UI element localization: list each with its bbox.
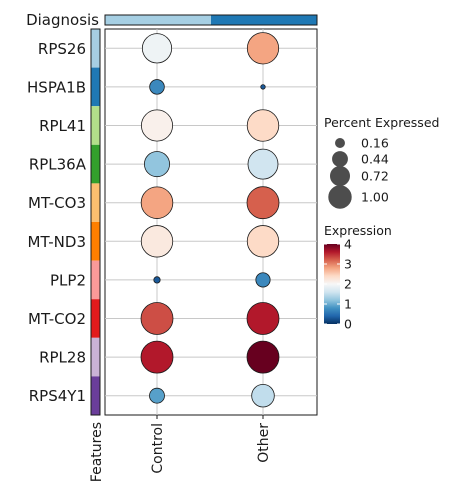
dot-hspa1b-control	[149, 79, 165, 95]
x-axis: Control Other	[150, 415, 272, 474]
size-legend-label: 0.44	[361, 152, 389, 167]
dot-rpl36a-other	[247, 148, 279, 180]
feature-label-hspa1b: HSPA1B	[27, 78, 86, 96]
feature-cell-rpl36a	[91, 144, 100, 184]
size-legend-label: 0.72	[361, 169, 389, 184]
grid-lines	[105, 29, 317, 415]
feature-cell-hspa1b	[91, 67, 100, 107]
feature-label-mt-co2: MT-CO2	[28, 310, 86, 328]
size-legend-label: 1.00	[361, 190, 389, 205]
feature-label-plp2: PLP2	[50, 271, 86, 289]
dot-rps26-control	[141, 33, 173, 64]
dot-rpl41-control	[141, 109, 173, 142]
feature-label-rpl28: RPL28	[39, 349, 86, 367]
diagnosis-annotation-bar	[104, 14, 318, 26]
diagnosis-label: Diagnosis	[26, 11, 99, 29]
feature-cell-mt-co2	[91, 299, 100, 338]
dot-rps26-other	[246, 32, 280, 65]
feature-cell-mt-nd3	[91, 222, 100, 261]
size-legend-title: Percent Expressed	[324, 115, 439, 130]
size-legend-dot	[335, 138, 345, 148]
color-legend-bar	[324, 244, 340, 324]
feature-bar-border	[90, 28, 101, 416]
dot-mt-co3-other	[246, 186, 280, 220]
feature-label-rps26: RPS26	[38, 40, 86, 58]
feature-cell-rps26	[91, 29, 100, 68]
size-legend-dot	[332, 151, 348, 167]
size-legend-dot	[328, 185, 352, 209]
size-legend-label: 0.16	[361, 136, 389, 151]
plot-panel	[104, 28, 318, 416]
feature-label-rpl36a: RPL36A	[29, 156, 87, 174]
feature-label-mt-nd3: MT-ND3	[28, 233, 86, 251]
feature-label-mt-co3: MT-CO3	[28, 194, 86, 212]
size-legend: Percent Expressed 0.160.44 0.72 1.00	[324, 115, 439, 209]
x-tick-label-other: Other	[256, 423, 272, 463]
feature-label-rps4y1: RPS4Y1	[29, 387, 86, 405]
dot-mt-co2-control	[140, 302, 174, 335]
dot-plp2-other	[255, 272, 271, 288]
feature-cell-plp2	[91, 260, 100, 300]
color-legend-label: 1	[344, 297, 352, 312]
diagnosis-cell-control	[105, 15, 211, 25]
feature-label-rpl41: RPL41	[39, 117, 86, 135]
dot-mt-co2-other	[246, 302, 280, 335]
dot-mt-nd3-other	[246, 225, 280, 258]
feature-cell-rpl28	[91, 337, 100, 377]
diagnosis-cell-other	[211, 15, 317, 25]
size-legend-dot	[329, 165, 351, 187]
color-legend-label: 2	[344, 277, 352, 292]
dot-rpl28-other	[246, 340, 280, 374]
dot-mt-co3-control	[140, 186, 174, 219]
dot-rpl41-other	[246, 109, 280, 142]
feature-cell-rpl41	[91, 106, 100, 145]
diagnosis-bar-border	[104, 14, 318, 26]
dot-plp2-control	[153, 276, 161, 284]
dot-rps4y1-other	[251, 383, 275, 408]
dots	[140, 32, 280, 408]
dot-hspa1b-other	[260, 84, 266, 90]
feature-cell-mt-co3	[91, 183, 100, 222]
features-axis-label: Features	[89, 422, 105, 482]
x-tick-label-control: Control	[150, 423, 166, 474]
color-legend: Expression 0 1 2 3 4	[324, 223, 392, 332]
dot-mt-nd3-control	[140, 225, 174, 258]
dot-rpl36a-control	[144, 151, 170, 178]
feature-cell-rps4y1	[91, 376, 100, 415]
dot-rps4y1-control	[149, 387, 165, 404]
feature-annotation-bar	[90, 28, 101, 416]
color-legend-label: 3	[344, 257, 352, 272]
color-legend-label: 4	[344, 237, 352, 252]
dot-rpl28-control	[140, 340, 174, 374]
feature-labels: RPS26 HSPA1B RPL41 RPL36A MT-CO3 MT-ND3 PLP2 MT…	[27, 40, 87, 405]
color-legend-label: 0	[344, 317, 352, 332]
color-legend-title: Expression	[324, 223, 392, 238]
